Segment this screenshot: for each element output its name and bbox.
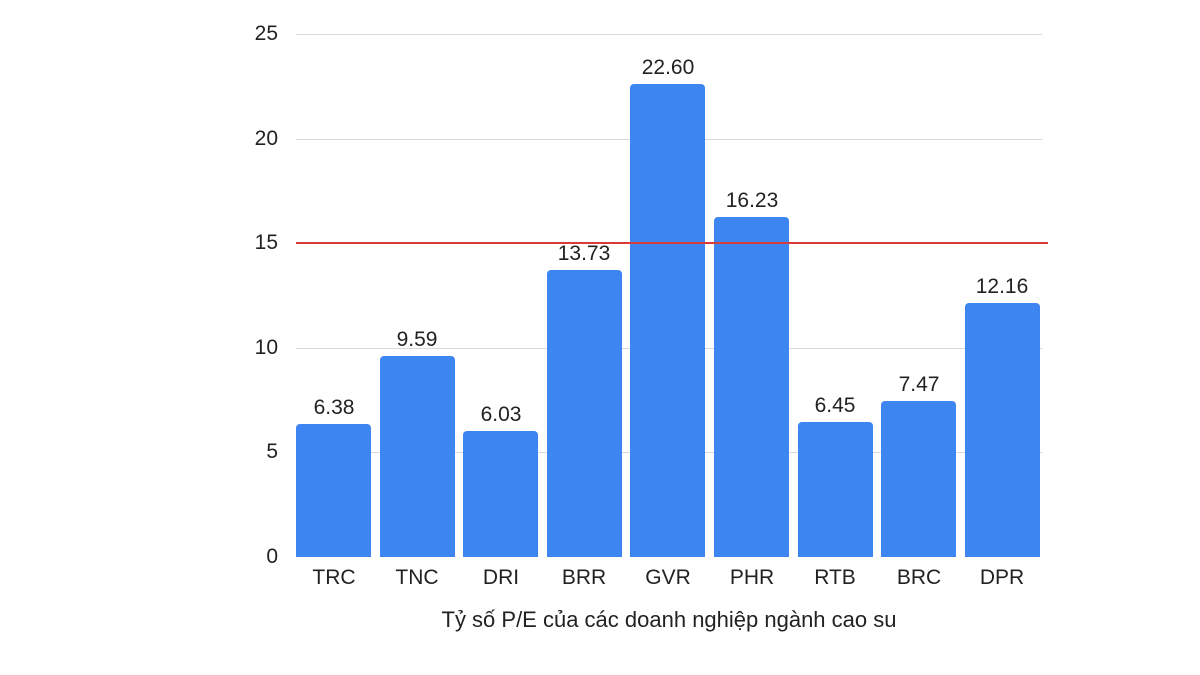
gridline [296,34,1042,35]
data-label: 6.03 [480,403,522,426]
x-axis-tick-label: BRC [896,566,942,589]
data-label: 13.73 [557,242,611,265]
data-label: 16.23 [725,189,779,212]
data-label: 6.38 [313,396,355,419]
bar-brr [547,270,622,557]
bar-brc [881,401,956,557]
bar-trc [296,424,371,557]
y-axis-tick-label: 0 [266,545,278,568]
bar-phr [714,217,789,557]
x-axis-tick-label: TRC [312,566,356,589]
y-axis-tick-label: 15 [254,231,278,254]
data-label: 6.45 [814,394,856,417]
bar-tnc [380,356,455,557]
x-axis-tick-label: DRI [482,566,520,589]
reference-line-15 [296,242,1048,244]
x-axis-tick-label: GVR [645,566,691,589]
data-label: 9.59 [396,328,438,351]
x-axis-tick-label: PHR [729,566,775,589]
y-axis-tick-label: 25 [254,22,278,45]
data-label: 22.60 [641,56,695,79]
y-axis-tick-label: 10 [254,336,278,359]
data-label: 12.16 [975,275,1029,298]
y-axis-tick-label: 20 [254,127,278,150]
x-axis-tick-label: BRR [561,566,607,589]
x-axis-tick-label: RTB [814,566,856,589]
y-axis-tick-label: 5 [266,440,278,463]
x-axis-tick-label: TNC [395,566,439,589]
bar-rtb [798,422,873,557]
data-label: 7.47 [898,373,940,396]
bar-dri [463,431,538,557]
x-axis-tick-label: DPR [979,566,1025,589]
bar-gvr [630,84,705,557]
x-axis-title: Tỷ số P/E của các doanh nghiệp ngành cao… [441,607,897,632]
bar-dpr [965,303,1040,557]
